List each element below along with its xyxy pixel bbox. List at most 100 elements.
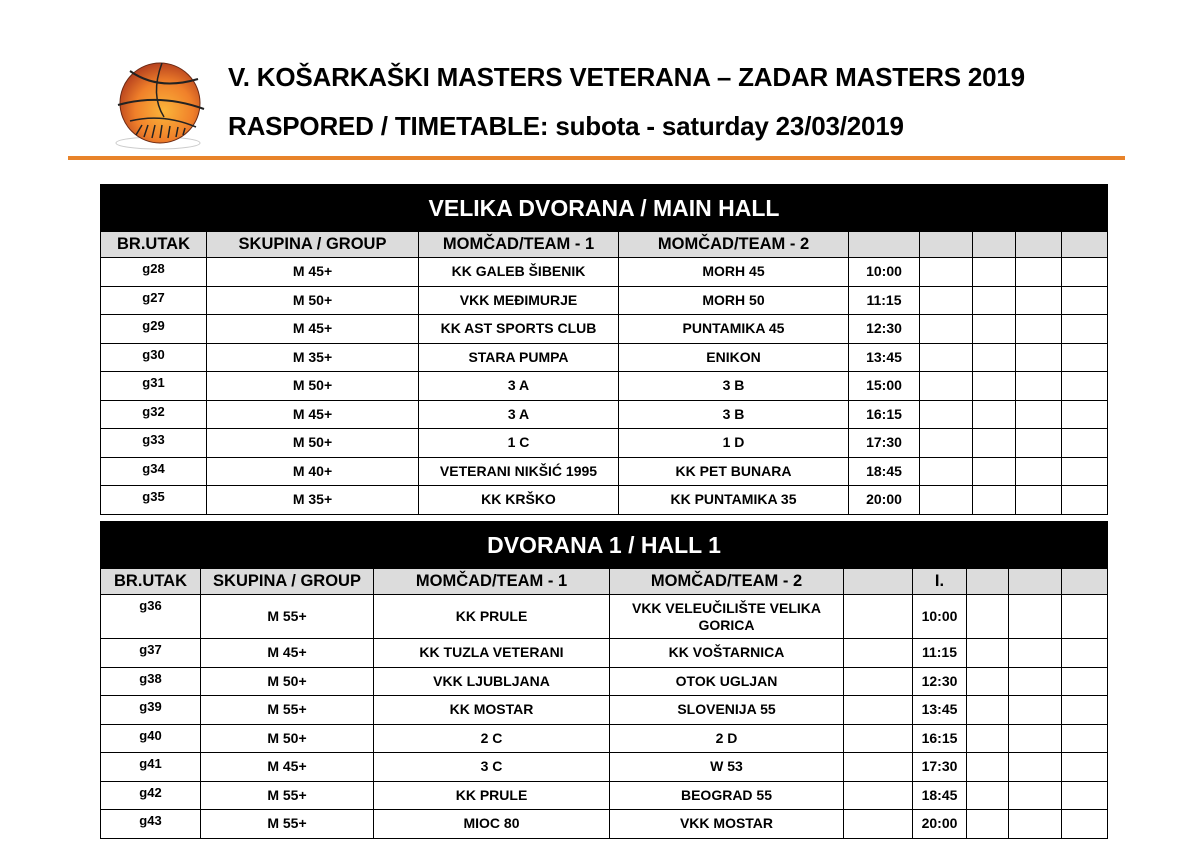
empty-cell (972, 399, 1016, 429)
team1-cell: VKK MEĐIMURJE (418, 285, 619, 315)
table-row: g33 M 50+ 1 C 1 D 17:30 (100, 428, 1109, 458)
empty-cell (966, 780, 1009, 810)
time-cell: 10:00 (848, 257, 920, 287)
empty-cell (972, 342, 1016, 372)
empty-cell (919, 342, 973, 372)
table-row: g39 M 55+ KK MOSTAR SLOVENIJA 55 13:45 (100, 695, 1109, 725)
time-cell: 16:15 (912, 723, 967, 753)
game-number: g36 (100, 594, 201, 639)
empty-cell (1060, 666, 1109, 696)
table-row: g31 M 50+ 3 A 3 B 15:00 (100, 371, 1109, 401)
event-title: V. KOŠARKAŠKI MASTERS VETERANA – ZADAR M… (228, 62, 1025, 92)
group-cell: M 55+ (200, 780, 374, 810)
table-row: g27 M 50+ VKK MEĐIMURJE MORH 50 11:15 (100, 285, 1109, 315)
empty-cell (966, 695, 1009, 725)
empty-cell (1015, 485, 1062, 515)
table-row: g43 M 55+ MIOC 80 VKK MOSTAR 20:00 (100, 809, 1109, 839)
group-cell: M 55+ (200, 695, 374, 725)
time-cell: 13:45 (912, 695, 967, 725)
team2-cell: MORH 50 (618, 285, 849, 315)
empty-cell (1015, 314, 1062, 344)
column-header: SKUPINA / GROUP (200, 568, 374, 595)
empty-cell (1060, 723, 1109, 753)
table-row: g34 M 40+ VETERANI NIKŠIĆ 1995 KK PET BU… (100, 456, 1109, 486)
group-cell: M 40+ (206, 456, 419, 486)
empty-cell (1015, 257, 1062, 287)
game-number: g27 (100, 285, 207, 315)
team2-cell: KK PUNTAMIKA 35 (618, 485, 849, 515)
basketball-logo (115, 62, 205, 150)
team2-cell: BEOGRAD 55 (609, 780, 844, 810)
table-row: g37 M 45+ KK TUZLA VETERANI KK VOŠTARNIC… (100, 638, 1109, 668)
column-header (1015, 231, 1062, 258)
team2-cell: KK PET BUNARA (618, 456, 849, 486)
team1-cell: KK PRULE (373, 780, 610, 810)
empty-cell (1015, 285, 1062, 315)
team1-cell: KK MOSTAR (373, 695, 610, 725)
column-header (843, 568, 913, 595)
hall-title: VELIKA DVORANA / MAIN HALL (99, 184, 1109, 232)
group-cell: M 50+ (200, 723, 374, 753)
empty-cell (843, 594, 913, 639)
game-number: g32 (100, 399, 207, 429)
column-header: MOMČAD/TEAM - 2 (609, 568, 844, 595)
empty-cell (972, 314, 1016, 344)
empty-cell (1008, 780, 1062, 810)
column-header (972, 231, 1016, 258)
empty-cell (919, 428, 973, 458)
group-cell: M 50+ (200, 666, 374, 696)
team2-cell: 1 D (618, 428, 849, 458)
group-cell: M 55+ (200, 594, 374, 639)
empty-cell (966, 752, 1009, 782)
empty-cell (1060, 594, 1109, 639)
team1-cell: 2 C (373, 723, 610, 753)
column-header (1060, 568, 1109, 595)
group-cell: M 45+ (206, 257, 419, 287)
column-header: MOMČAD/TEAM - 1 (418, 231, 619, 258)
empty-cell (843, 780, 913, 810)
group-cell: M 50+ (206, 371, 419, 401)
empty-cell (1008, 809, 1062, 839)
empty-cell (843, 695, 913, 725)
column-header (1008, 568, 1062, 595)
empty-cell (972, 285, 1016, 315)
team1-cell: KK AST SPORTS CLUB (418, 314, 619, 344)
team2-cell: 3 B (618, 399, 849, 429)
empty-cell (1060, 257, 1109, 287)
team1-cell: KK KRŠKO (418, 485, 619, 515)
team2-cell: KK VOŠTARNICA (609, 638, 844, 668)
empty-cell (1060, 752, 1109, 782)
time-cell: 20:00 (912, 809, 967, 839)
team2-cell: PUNTAMIKA 45 (618, 314, 849, 344)
table-row: g38 M 50+ VKK LJUBLJANA OTOK UGLJAN 12:30 (100, 666, 1109, 696)
time-cell: 16:15 (848, 399, 920, 429)
time-cell: 11:15 (912, 638, 967, 668)
team1-cell: 3 A (418, 399, 619, 429)
team1-cell: 3 A (418, 371, 619, 401)
team1-cell: KK GALEB ŠIBENIK (418, 257, 619, 287)
empty-cell (843, 752, 913, 782)
team2-cell: VKK MOSTAR (609, 809, 844, 839)
group-cell: M 45+ (200, 752, 374, 782)
empty-cell (972, 485, 1016, 515)
game-number: g28 (100, 257, 207, 287)
group-cell: M 55+ (200, 809, 374, 839)
column-header: SKUPINA / GROUP (206, 231, 419, 258)
team2-cell: ENIKON (618, 342, 849, 372)
time-cell: 13:45 (848, 342, 920, 372)
game-number: g37 (100, 638, 201, 668)
table-row: g30 M 35+ STARA PUMPA ENIKON 13:45 (100, 342, 1109, 372)
empty-cell (1008, 594, 1062, 639)
empty-cell (966, 809, 1009, 839)
empty-cell (1008, 695, 1062, 725)
main-hall-table: VELIKA DVORANA / MAIN HALL BR.UTAK SKUPINA… (99, 184, 1109, 515)
table-row: g28 M 45+ KK GALEB ŠIBENIK MORH 45 10:00 (100, 257, 1109, 287)
group-cell: M 45+ (206, 314, 419, 344)
empty-cell (1060, 428, 1109, 458)
column-header: MOMČAD/TEAM - 1 (373, 568, 610, 595)
empty-cell (919, 314, 973, 344)
team2-cell: W 53 (609, 752, 844, 782)
team1-cell: VETERANI NIKŠIĆ 1995 (418, 456, 619, 486)
column-header: BR.UTAK (100, 568, 201, 595)
empty-cell (972, 371, 1016, 401)
